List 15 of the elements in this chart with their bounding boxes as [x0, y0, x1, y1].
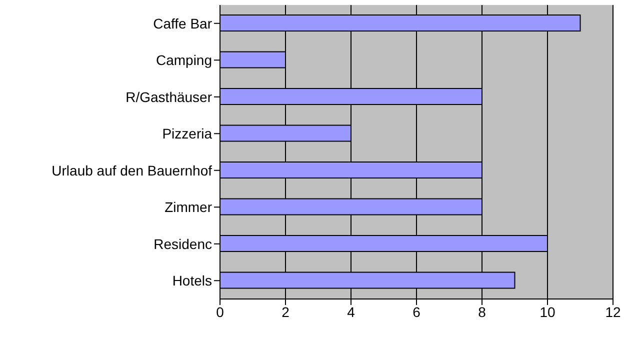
x-tick-label: 8 — [478, 304, 486, 320]
x-tick-label: 4 — [347, 304, 356, 320]
y-tick-label: Hotels — [172, 272, 212, 289]
x-tick-label: 0 — [216, 304, 224, 320]
y-tick-label: Camping — [156, 52, 212, 68]
x-tick-label: 10 — [540, 304, 556, 320]
y-tick-label: Pizzeria — [162, 126, 212, 142]
x-tick-label: 6 — [412, 304, 421, 320]
x-tick-label: 12 — [605, 304, 621, 320]
y-tick-label: Urlaub auf den Bauernhof — [52, 162, 212, 178]
y-tick-label: Zimmer — [164, 199, 212, 216]
x-tick-label: 2 — [282, 304, 290, 320]
y-tick-label: Residenc — [154, 236, 212, 252]
y-tick-label: Caffe Bar — [153, 15, 212, 32]
y-tick-label: R/Gasthäuser — [126, 88, 212, 105]
